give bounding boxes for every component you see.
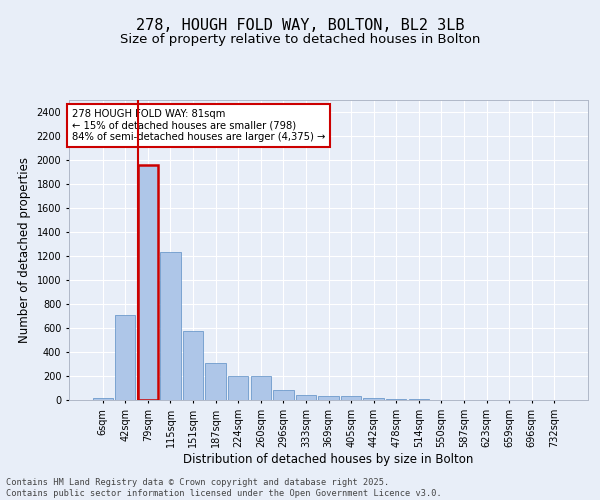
Bar — [296, 394, 316, 400]
Bar — [205, 364, 226, 400]
Text: 278, HOUGH FOLD WAY, BOLTON, BL2 3LB: 278, HOUGH FOLD WAY, BOLTON, BL2 3LB — [136, 18, 464, 32]
Bar — [319, 396, 338, 400]
Bar — [92, 398, 113, 400]
Text: 278 HOUGH FOLD WAY: 81sqm
← 15% of detached houses are smaller (798)
84% of semi: 278 HOUGH FOLD WAY: 81sqm ← 15% of detac… — [71, 109, 325, 142]
Bar — [160, 252, 181, 400]
Text: Contains HM Land Registry data © Crown copyright and database right 2025.
Contai: Contains HM Land Registry data © Crown c… — [6, 478, 442, 498]
Bar — [138, 165, 158, 400]
Bar — [364, 398, 384, 400]
Text: Size of property relative to detached houses in Bolton: Size of property relative to detached ho… — [120, 32, 480, 46]
Bar — [115, 315, 136, 400]
Bar — [273, 390, 293, 400]
Y-axis label: Number of detached properties: Number of detached properties — [18, 157, 31, 343]
Bar — [341, 396, 361, 400]
X-axis label: Distribution of detached houses by size in Bolton: Distribution of detached houses by size … — [184, 452, 473, 466]
Bar — [183, 331, 203, 400]
Bar — [251, 376, 271, 400]
Bar — [228, 376, 248, 400]
